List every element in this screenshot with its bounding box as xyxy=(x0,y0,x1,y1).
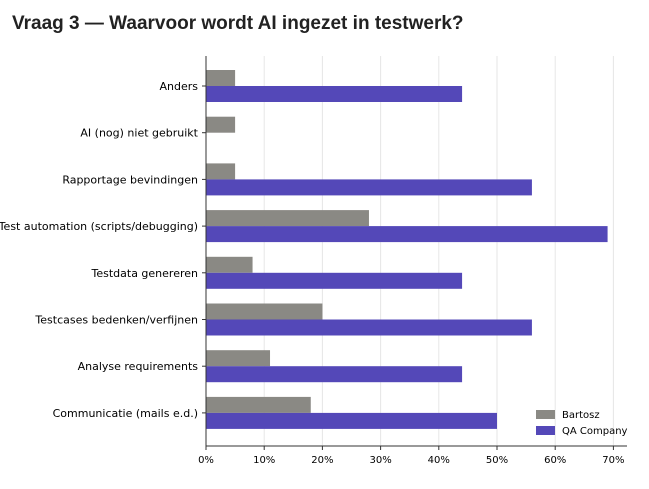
bars xyxy=(206,70,608,429)
gridlines xyxy=(263,56,614,446)
bar-qa-company xyxy=(206,272,463,289)
category-label: Rapportage bevindingen xyxy=(62,173,198,186)
x-tick-label: 60% xyxy=(544,455,566,466)
bar-qa-company xyxy=(206,86,463,102)
bar-bartosz xyxy=(206,70,236,86)
bar-qa-company xyxy=(206,412,497,429)
category-labels: Anders AI (nog) niet gebruikt Rapportage b… xyxy=(0,80,199,420)
category-label: Anders xyxy=(160,80,199,93)
x-tick-label: 70% xyxy=(602,455,624,466)
x-tick-label: 0% xyxy=(198,455,214,466)
legend-swatch xyxy=(536,410,555,419)
category-label: Testcases bedenken/verfijnen xyxy=(34,314,198,327)
x-tick-label: 30% xyxy=(369,455,391,466)
legend-label: Bartosz xyxy=(562,410,600,421)
legend: Bartosz QA Company xyxy=(536,410,628,437)
bar-bartosz xyxy=(206,396,311,413)
bar-qa-company xyxy=(206,226,608,243)
bar-bartosz xyxy=(206,350,271,367)
x-tick-labels: 0% 10% 20% 30% 40% 50% 60% 70% xyxy=(198,455,624,466)
legend-label: QA Company xyxy=(562,426,628,437)
bar-bartosz xyxy=(206,256,253,273)
bar-qa-company xyxy=(206,366,463,383)
category-label: Test automation (scripts/debugging) xyxy=(0,220,198,233)
bar-bartosz xyxy=(206,303,323,320)
x-tick-label: 40% xyxy=(428,455,450,466)
category-label: Testdata genereren xyxy=(91,267,199,280)
bar-qa-company xyxy=(206,319,532,336)
category-label: Analyse requirements xyxy=(78,360,199,373)
x-tick-label: 50% xyxy=(486,455,508,466)
category-label: Communicatie (mails e.d.) xyxy=(53,407,198,420)
x-tick-label: 20% xyxy=(311,455,333,466)
category-label: AI (nog) niet gebruikt xyxy=(80,127,198,140)
x-tick-label: 10% xyxy=(253,455,275,466)
axes xyxy=(202,56,627,450)
bar-bartosz xyxy=(206,116,236,133)
bar-bartosz xyxy=(206,210,369,227)
bar-bartosz xyxy=(206,163,236,180)
chart-title: Vraag 3 — Waarvoor wordt AI ingezet in t… xyxy=(12,13,464,34)
bar-qa-company xyxy=(206,179,532,196)
legend-swatch xyxy=(536,426,555,435)
